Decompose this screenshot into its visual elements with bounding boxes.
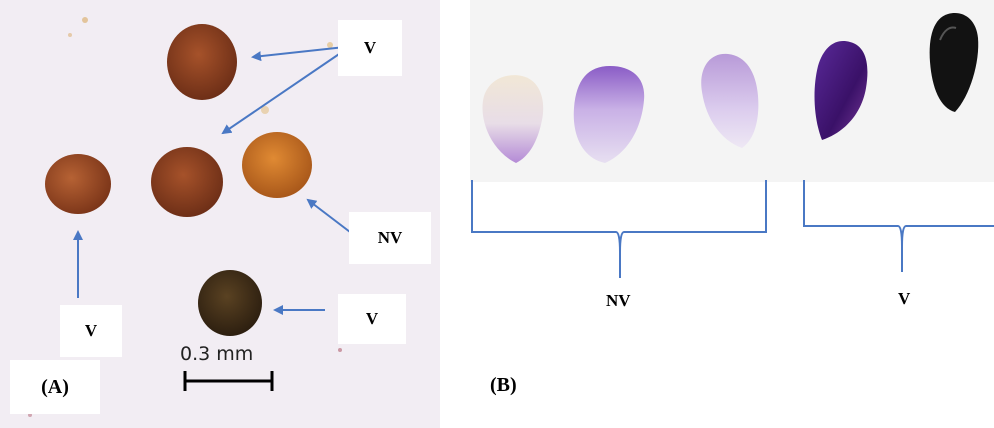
seed-nonviable-3: [701, 53, 759, 148]
bracket-nv: [471, 180, 767, 278]
seed-nonviable-2: [573, 66, 645, 163]
seed-nonviable-1: [482, 75, 544, 163]
seed-viable-bottom: [198, 270, 262, 336]
bracket-v: [803, 180, 994, 272]
panel-letter-a: (A): [41, 375, 69, 398]
seed-viable-purple: [814, 41, 868, 140]
label-nv-group: NV: [606, 291, 631, 310]
seed-viable-center: [151, 147, 223, 217]
label-nv: NV: [349, 212, 431, 264]
scale-bar: [183, 371, 274, 391]
seed-viable-top: [167, 24, 237, 100]
arrow-icon: [221, 49, 346, 135]
arrow-icon: [306, 198, 351, 233]
label-v-left: V: [60, 305, 122, 357]
seed-viable-left: [45, 154, 111, 214]
seed-nonviable: [242, 132, 312, 198]
panel-a: V NV V V 0.3 mm (A): [0, 0, 440, 428]
panel-letter-box: (A): [10, 360, 100, 414]
panel-b: NV V (B): [470, 0, 994, 428]
label-v-group: V: [898, 289, 911, 308]
panel-letter-b: (B): [490, 374, 517, 396]
label-v-bottom-right: V: [338, 294, 406, 344]
label-v-top: V: [338, 20, 402, 76]
seed-photo: [470, 0, 994, 278]
arrow-icon: [251, 46, 346, 62]
scale-label: 0.3 mm: [180, 343, 254, 365]
